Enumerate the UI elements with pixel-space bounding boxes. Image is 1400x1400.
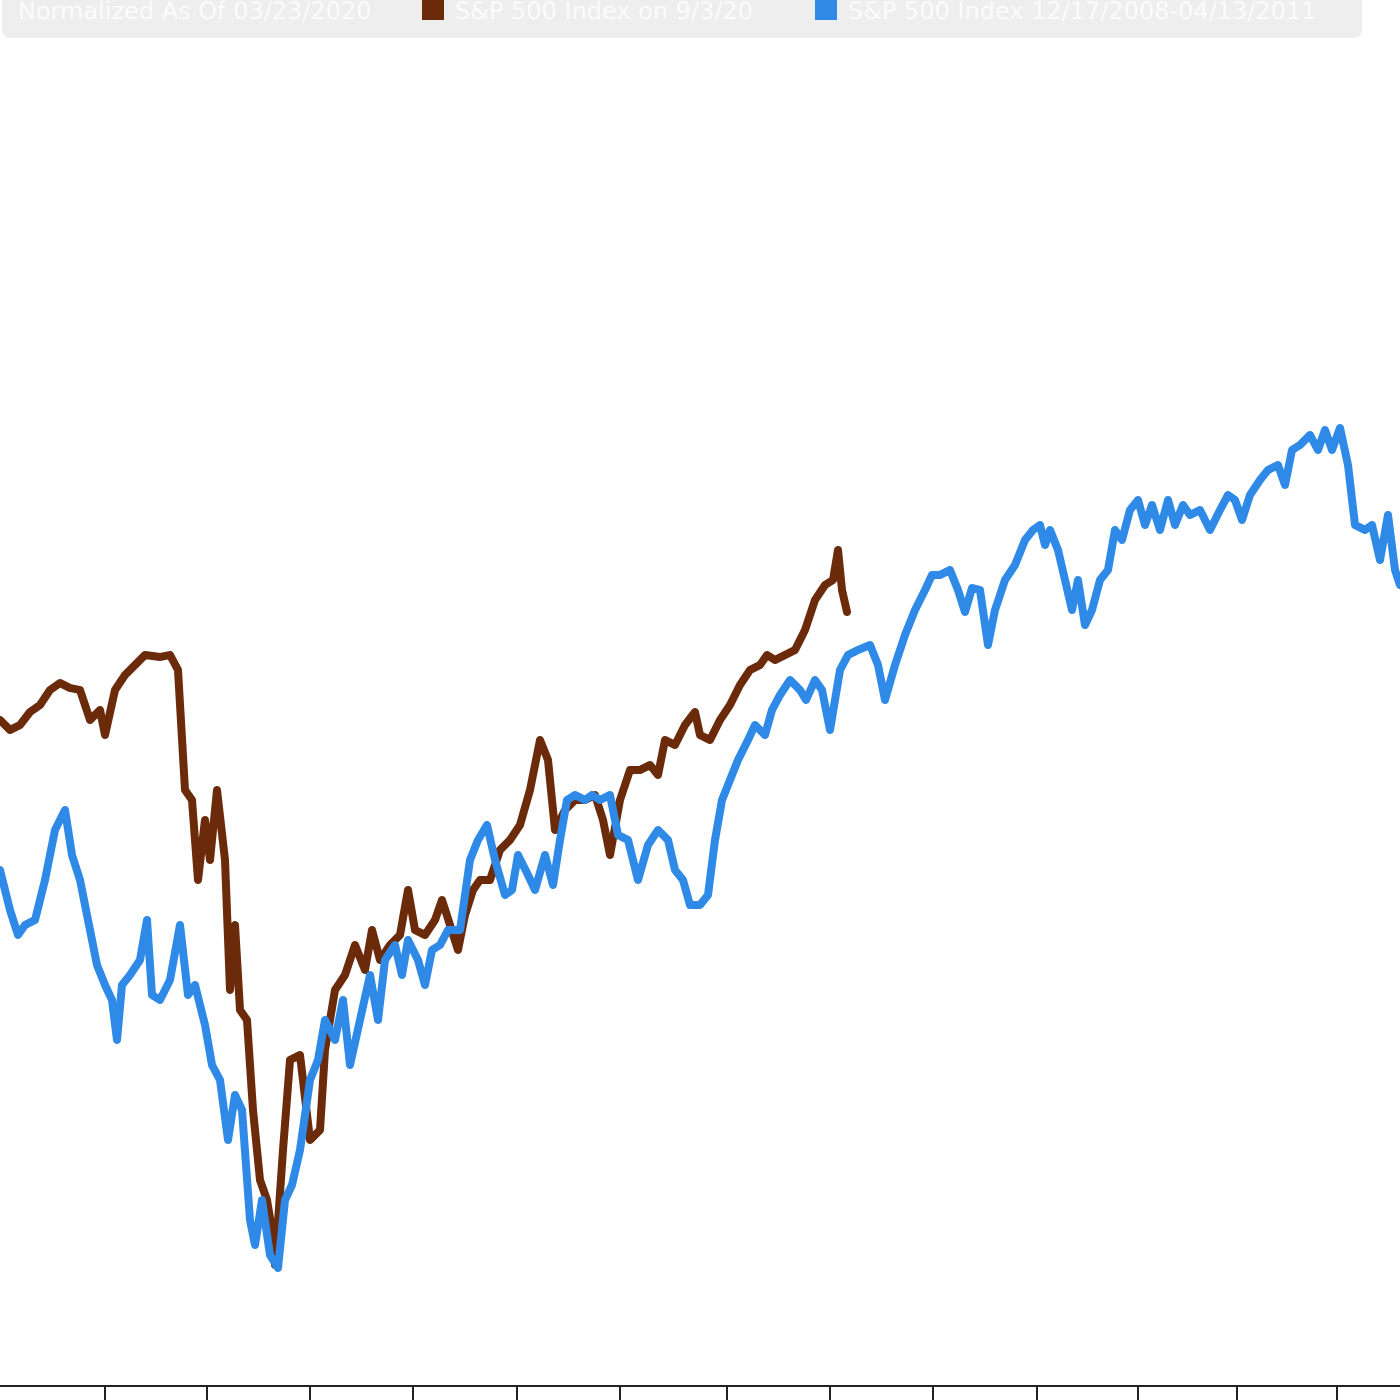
legend-swatch [815,0,837,20]
legend-swatch [422,0,444,20]
legend-label: S&P 500 Index on 9/3/20 [455,0,753,25]
legend-label: S&P 500 Index 12/17/2008-04/13/2011 [848,0,1317,25]
legend-box [2,0,1362,38]
series-line [0,424,1400,1272]
series-line [0,546,851,1269]
legend-title: Normalized As Of 03/23/2020 [18,0,372,25]
